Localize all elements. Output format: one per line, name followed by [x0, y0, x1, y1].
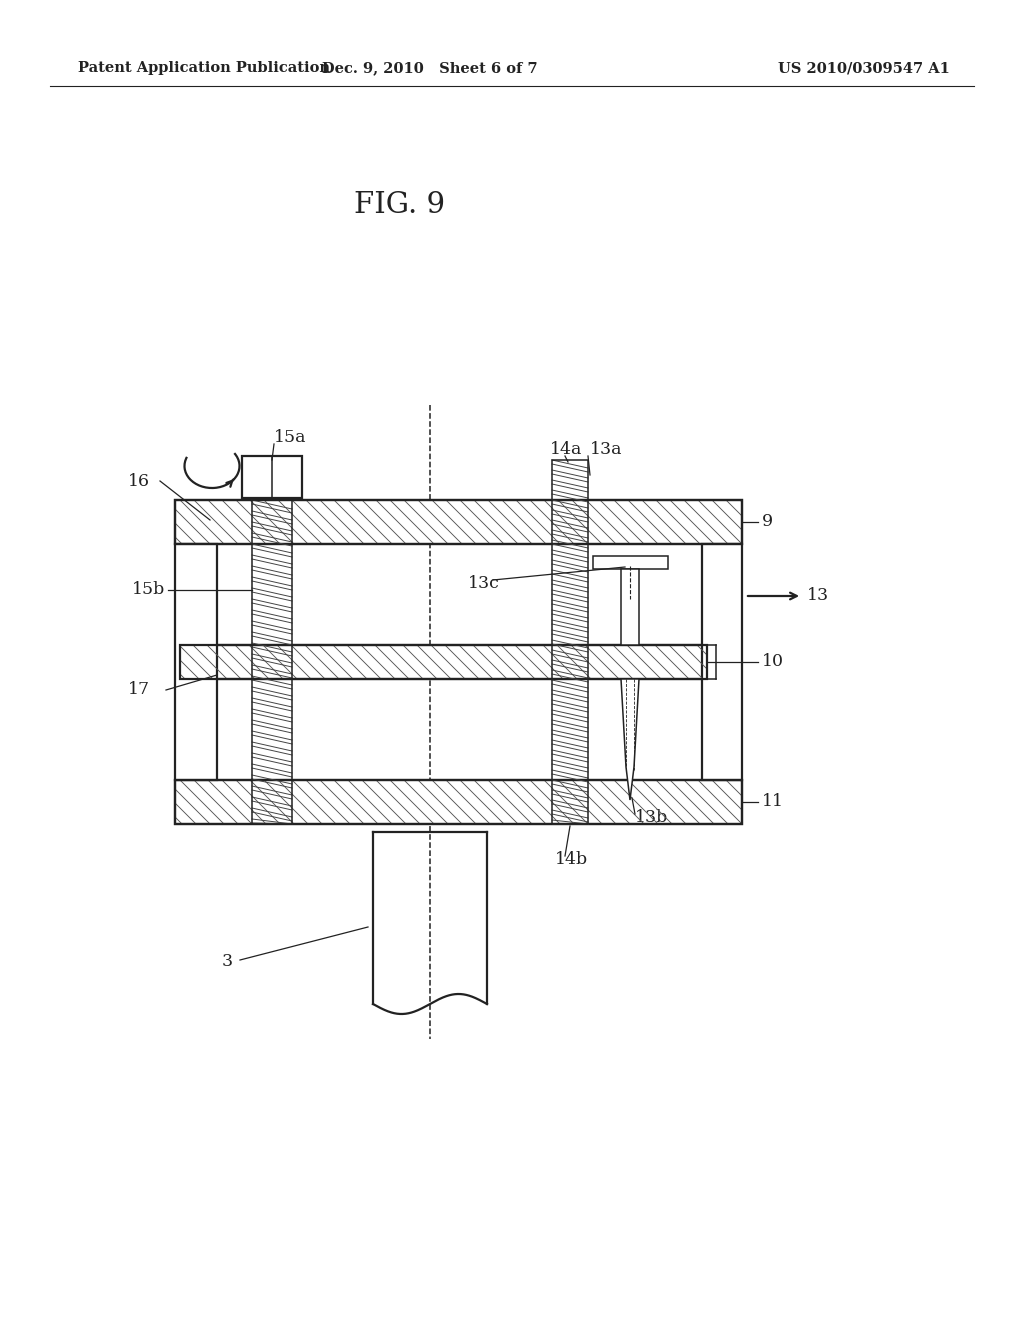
Text: 17: 17: [128, 681, 151, 698]
Bar: [175, 500, 742, 544]
Bar: [175, 500, 742, 544]
Text: 15a: 15a: [274, 429, 306, 446]
Bar: [180, 645, 707, 678]
Bar: [552, 459, 588, 824]
Bar: [702, 544, 742, 780]
Bar: [621, 569, 639, 645]
Text: 15b: 15b: [132, 582, 165, 598]
Text: Patent Application Publication: Patent Application Publication: [78, 61, 330, 75]
Text: 10: 10: [762, 653, 784, 671]
Text: 13a: 13a: [590, 441, 623, 458]
Bar: [180, 645, 707, 678]
Text: 13c: 13c: [468, 576, 500, 593]
Bar: [593, 556, 668, 569]
Text: 16: 16: [128, 473, 150, 490]
Bar: [702, 645, 716, 678]
Polygon shape: [621, 678, 639, 800]
Bar: [252, 500, 292, 824]
Text: 3: 3: [222, 953, 233, 970]
Text: 13b: 13b: [635, 808, 669, 825]
Text: FIG. 9: FIG. 9: [354, 191, 445, 219]
Bar: [175, 780, 742, 824]
Text: 11: 11: [762, 793, 784, 810]
Text: 14b: 14b: [555, 850, 588, 867]
Bar: [242, 455, 302, 498]
Text: 14a: 14a: [550, 441, 583, 458]
Text: Dec. 9, 2010   Sheet 6 of 7: Dec. 9, 2010 Sheet 6 of 7: [323, 61, 538, 75]
Text: US 2010/0309547 A1: US 2010/0309547 A1: [778, 61, 950, 75]
Bar: [175, 544, 217, 780]
Bar: [175, 780, 742, 824]
Text: 13: 13: [807, 587, 829, 605]
Text: 9: 9: [762, 513, 773, 531]
